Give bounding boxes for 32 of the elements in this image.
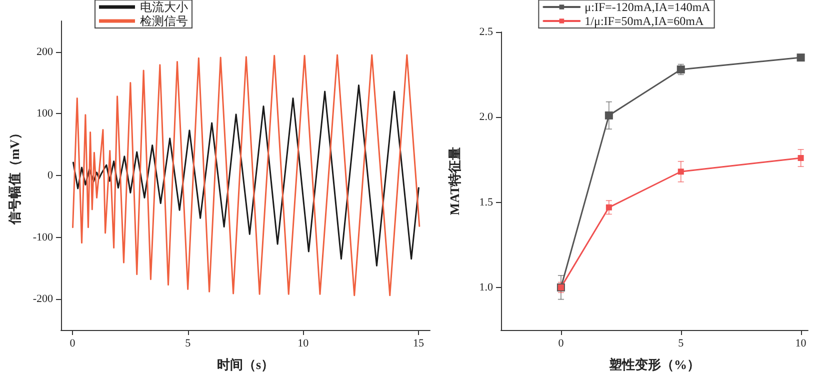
y-axis-title: 信号幅值（mV） bbox=[7, 126, 22, 226]
x-tick-label: 5 bbox=[678, 338, 684, 350]
y-tick-label: -100 bbox=[32, 231, 54, 244]
y-tick-label: 100 bbox=[36, 108, 54, 120]
point bbox=[796, 54, 805, 62]
y-tick-label: 2.5 bbox=[479, 26, 494, 38]
x-tick-label: 10 bbox=[795, 338, 807, 350]
line-series bbox=[72, 54, 420, 296]
point bbox=[676, 65, 685, 74]
point bbox=[606, 204, 612, 210]
x-tick-label: 5 bbox=[185, 338, 192, 350]
y-tick-label: 2.0 bbox=[479, 111, 494, 124]
x-tick-label: 0 bbox=[558, 338, 564, 350]
y-tick-label: -200 bbox=[32, 293, 54, 306]
point bbox=[604, 111, 613, 120]
legend-label: 1/μ:IF=50mA,IA=60mA bbox=[584, 14, 704, 28]
y-tick-label: 1.0 bbox=[479, 281, 494, 294]
legend-label: μ:IF=-120mA,IA=140mA bbox=[584, 0, 711, 14]
x-axis-title: 时间（s） bbox=[216, 357, 274, 372]
point bbox=[678, 168, 684, 175]
legend-label: 电流大小 bbox=[140, 0, 188, 14]
legend-label: 检测信号 bbox=[140, 14, 188, 28]
x-tick-label: 15 bbox=[412, 338, 424, 350]
line-series bbox=[72, 84, 420, 266]
y-tick-label: 0 bbox=[48, 170, 54, 182]
y-axis-title: MAT特征量 bbox=[447, 146, 462, 216]
point bbox=[798, 155, 804, 162]
x-tick-label: 0 bbox=[70, 338, 76, 350]
y-tick-label: 200 bbox=[36, 46, 54, 58]
x-tick-label: 10 bbox=[298, 338, 310, 350]
y-tick-label: 1.5 bbox=[479, 196, 494, 208]
x-axis-title: 塑性变形（%） bbox=[608, 357, 700, 372]
